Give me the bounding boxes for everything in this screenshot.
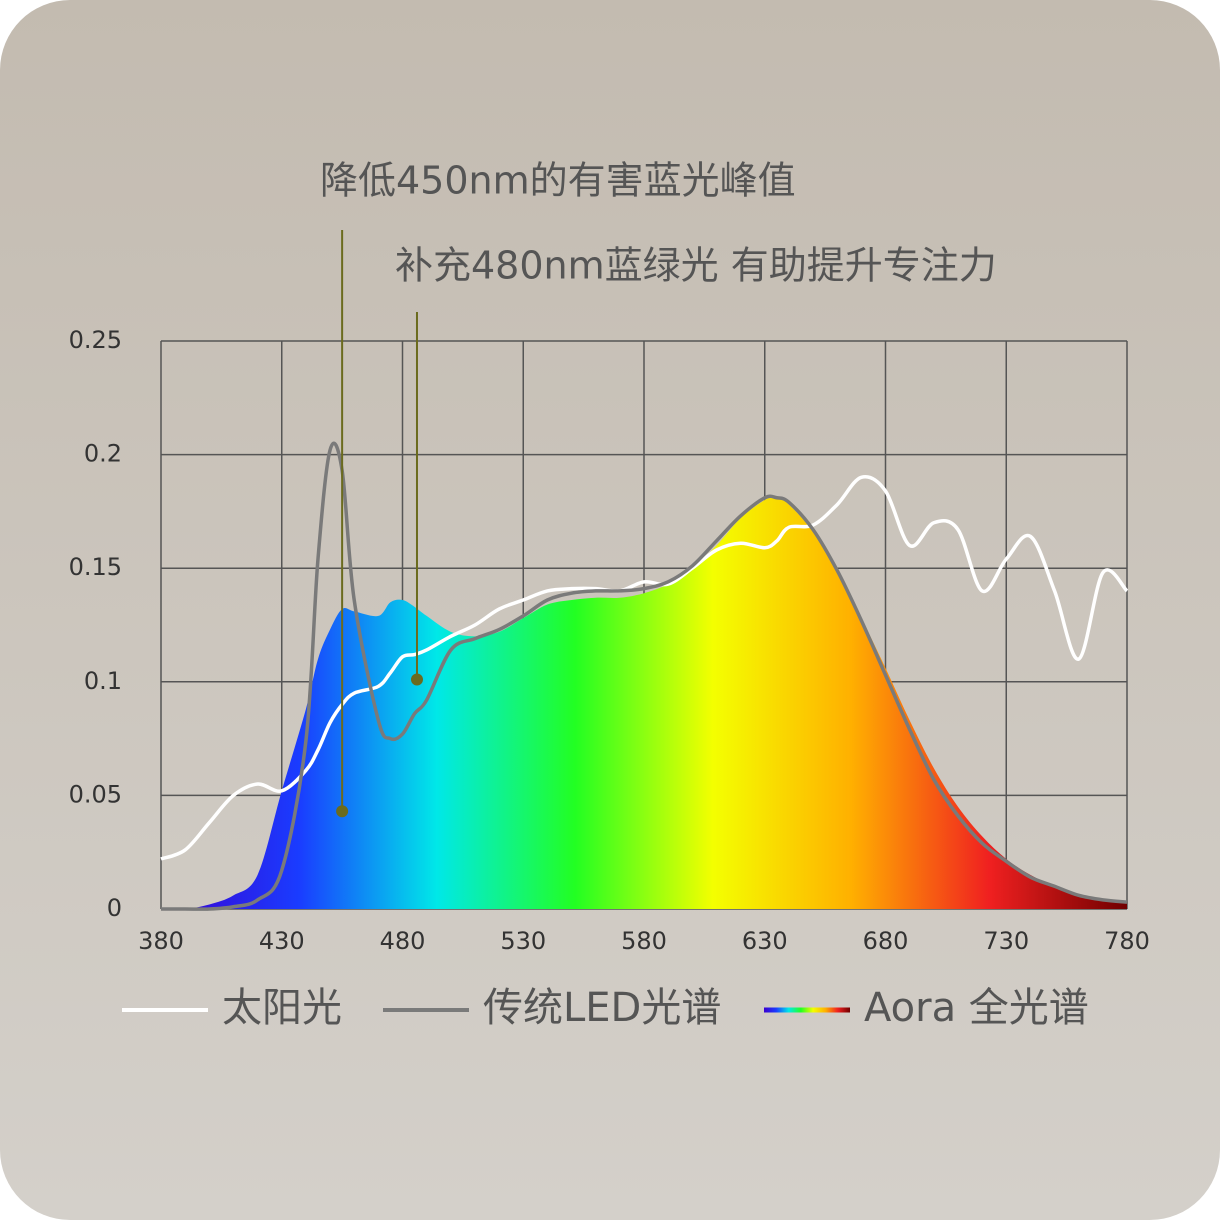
annotation-text: 补充480nm蓝绿光 有助提升专注力 [395, 244, 997, 288]
y-tick-label: 0.2 [84, 440, 122, 468]
x-tick-label: 530 [500, 927, 546, 955]
x-tick-label: 480 [380, 927, 426, 955]
spectrum-area [161, 497, 1127, 910]
legend-label: 传统LED光谱 [483, 985, 721, 1031]
x-tick-label: 630 [742, 927, 788, 955]
x-tick-label: 380 [138, 927, 184, 955]
x-tick-label: 430 [259, 927, 305, 955]
y-tick-label: 0.25 [69, 326, 122, 354]
annotation-dot [410, 673, 423, 686]
spectrum-line [160, 441, 1128, 911]
x-tick-label: 680 [863, 927, 909, 955]
y-tick-label: 0.05 [69, 780, 122, 808]
legend-label: 太阳光 [222, 985, 342, 1031]
legend-swatch [764, 1007, 850, 1013]
y-tick-label: 0.15 [69, 553, 122, 581]
annotation-dot [336, 805, 349, 818]
x-tick-label: 730 [983, 927, 1029, 955]
annotation-text: 降低450nm的有害蓝光峰值 [320, 159, 796, 203]
y-tick-label: 0.1 [84, 667, 122, 695]
y-tick-label: 0 [107, 894, 122, 922]
x-tick-label: 580 [621, 927, 667, 955]
x-tick-label: 780 [1104, 927, 1150, 955]
legend-label: Aora 全光谱 [864, 985, 1089, 1031]
